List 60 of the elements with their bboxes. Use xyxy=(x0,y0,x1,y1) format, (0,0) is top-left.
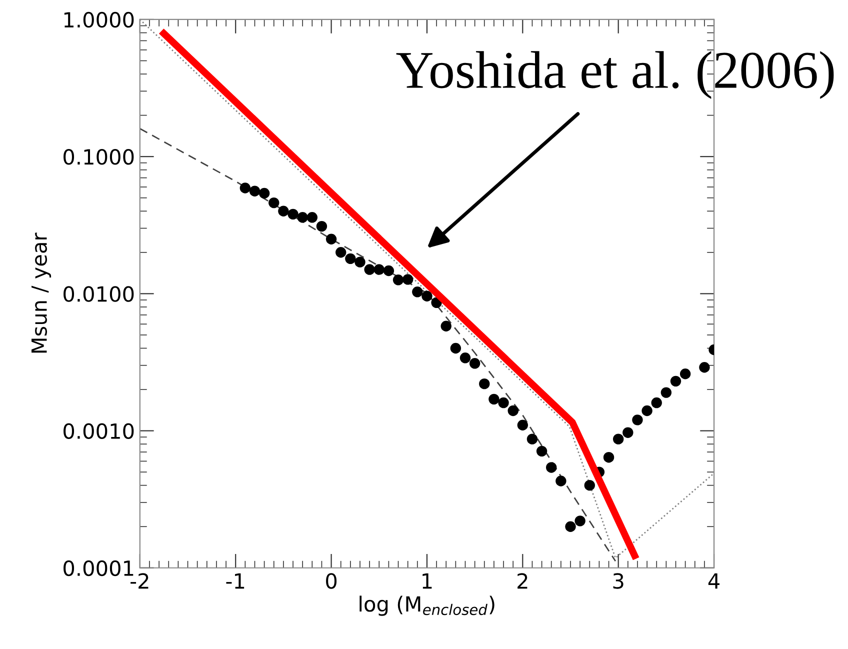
point xyxy=(699,362,710,373)
point xyxy=(297,212,308,223)
point xyxy=(603,452,614,463)
line-series xyxy=(140,128,616,562)
point xyxy=(488,394,500,405)
point xyxy=(306,212,318,223)
point xyxy=(383,265,394,276)
y-tick-label: 1.0000 xyxy=(64,12,134,28)
point xyxy=(278,206,289,216)
point xyxy=(316,220,328,232)
point xyxy=(326,234,337,244)
point xyxy=(556,476,566,486)
y-tick-label: 0.0010 xyxy=(64,423,134,439)
point xyxy=(336,247,346,258)
point xyxy=(460,352,471,364)
point xyxy=(412,286,423,298)
point xyxy=(402,274,414,285)
point xyxy=(354,256,366,268)
point xyxy=(651,397,662,408)
point xyxy=(536,446,548,457)
x-tick-label: 3 xyxy=(613,573,624,589)
point xyxy=(392,274,404,286)
point xyxy=(612,434,624,444)
annotation: Yoshida et al. (2006) xyxy=(396,51,834,99)
x-tick-label: 2 xyxy=(518,573,528,589)
point xyxy=(249,186,260,196)
point xyxy=(584,480,595,491)
point xyxy=(517,420,528,430)
point xyxy=(268,197,280,208)
x-tick-label: 4 xyxy=(708,573,720,589)
point xyxy=(364,264,375,275)
point xyxy=(574,516,586,526)
point xyxy=(345,253,356,264)
y-tick-label: 0.0100 xyxy=(64,286,134,302)
point xyxy=(469,358,480,369)
point xyxy=(240,182,251,194)
x-tick-label: 1 xyxy=(422,573,432,589)
point xyxy=(680,368,691,380)
point xyxy=(479,378,490,390)
point xyxy=(670,376,682,387)
point xyxy=(450,342,462,354)
point xyxy=(422,290,432,302)
point xyxy=(642,405,652,416)
point xyxy=(440,320,452,332)
point xyxy=(374,264,384,275)
y-axis-title: Msun / year xyxy=(32,232,52,353)
point xyxy=(632,414,643,426)
point xyxy=(660,387,672,398)
point xyxy=(498,397,509,408)
x-tick-label: -1 xyxy=(226,573,244,589)
x-axis-title: log (M$_{enclosed}$) xyxy=(360,596,494,616)
x-tick-label: 0 xyxy=(326,573,337,589)
point xyxy=(565,521,576,532)
y-tick-label: 0.1000 xyxy=(64,149,134,165)
point xyxy=(258,188,270,199)
point xyxy=(546,462,557,473)
point xyxy=(508,405,518,416)
point xyxy=(288,208,298,220)
point xyxy=(622,427,634,438)
point xyxy=(526,434,538,444)
